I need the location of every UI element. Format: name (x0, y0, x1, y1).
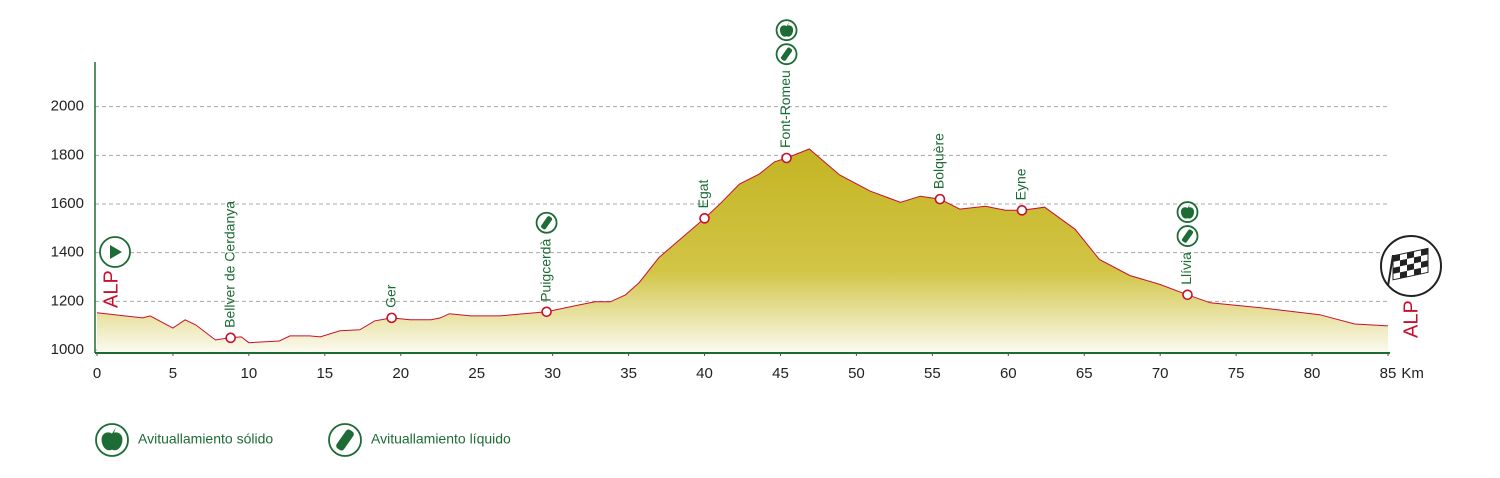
x-tick-label: 0 (93, 365, 101, 382)
x-unit: Km (1401, 365, 1424, 382)
x-tick-label: 5 (169, 365, 177, 382)
waypoint-label: Puigcerdà (537, 239, 553, 302)
x-tick-label: 15 (316, 365, 333, 382)
x-tick-label: 55 (924, 365, 941, 382)
legend-icon (328, 423, 362, 457)
x-tick-label: 30 (544, 365, 561, 382)
y-tick-label: 1200 (51, 292, 84, 309)
x-tick-label: 65 (1076, 365, 1093, 382)
waypoint-dot (225, 332, 236, 344)
waypoint-label: Bellver de Cerdanya (221, 201, 237, 328)
flag-square (1407, 251, 1414, 259)
waypoint-label: Egat (695, 179, 711, 208)
x-tick-label: 75 (1228, 365, 1245, 382)
flag-square (1421, 260, 1428, 268)
flag-square (1400, 270, 1407, 279)
flag-square (1393, 266, 1400, 274)
legend-label: Avituallamiento sólido (138, 431, 273, 447)
x-tick-label: 25 (468, 365, 485, 382)
x-tick-label: 35 (620, 365, 637, 382)
start-arrow (110, 245, 122, 259)
flag-square (1400, 258, 1407, 267)
x-tick-label: 60 (1000, 365, 1017, 382)
flag-square (1393, 254, 1400, 262)
waypoint-label: Font-Romeu (777, 70, 793, 148)
y-tick-label: 1800 (51, 146, 84, 163)
x-tick-label: 40 (696, 365, 713, 382)
apple-leaf (1187, 204, 1191, 209)
waypoint-label: Llívia (1178, 252, 1194, 285)
bottle-shape (336, 429, 354, 451)
waypoint-dot (1016, 205, 1028, 216)
x-tick-label: 50 (848, 365, 865, 382)
bottle-shape (1181, 229, 1194, 243)
y-tick-label: 1000 (51, 341, 84, 358)
x-tick-label: 85 (1380, 365, 1397, 382)
x-tick-label: 45 (772, 365, 789, 382)
feed-icon (1176, 201, 1199, 223)
apple-shape (1180, 207, 1195, 219)
finish-label: ALP (1400, 300, 1422, 338)
feed-icon (1176, 225, 1199, 247)
x-tick-label: 20 (392, 365, 409, 382)
bottle-shape (781, 47, 793, 61)
feed-icon (535, 211, 558, 234)
flag-square (1407, 263, 1414, 271)
legend-label: Avituallamiento líquido (371, 431, 511, 447)
apple-shape (780, 25, 794, 37)
y-tick-label: 1600 (51, 195, 84, 212)
waypoint-dot (541, 306, 552, 318)
waypoint-label: Ger (382, 284, 398, 308)
elevation-line (96, 148, 1389, 344)
waypoint-label: Bolquère (931, 133, 947, 189)
start-label: ALP (100, 270, 122, 308)
waypoint-dot (934, 193, 946, 205)
waypoint-dot (699, 213, 710, 224)
waypoint-dot (1182, 289, 1193, 301)
flag-square (1414, 267, 1421, 276)
feed-icon (775, 43, 798, 66)
x-tick-label: 10 (241, 365, 258, 382)
flag-pole (1387, 254, 1394, 287)
x-tick-label: 70 (1152, 365, 1169, 382)
y-tick-label: 2000 (51, 98, 84, 115)
flag-square (1414, 255, 1421, 264)
apple-shape (101, 432, 123, 451)
apple-leaf (112, 427, 116, 434)
feed-icon (775, 19, 798, 42)
x-tick-label: 80 (1304, 365, 1321, 382)
waypoint-dot (781, 152, 792, 164)
flag-outline (1392, 247, 1429, 281)
y-tick-label: 1400 (51, 244, 84, 261)
elevation-area (97, 149, 1388, 352)
apple-leaf (786, 22, 790, 27)
waypoint-dot (386, 312, 397, 324)
bottle-shape (541, 216, 553, 230)
flag-square (1421, 248, 1428, 256)
waypoint-label: Eyne (1013, 168, 1029, 200)
legend-icon (95, 423, 129, 457)
